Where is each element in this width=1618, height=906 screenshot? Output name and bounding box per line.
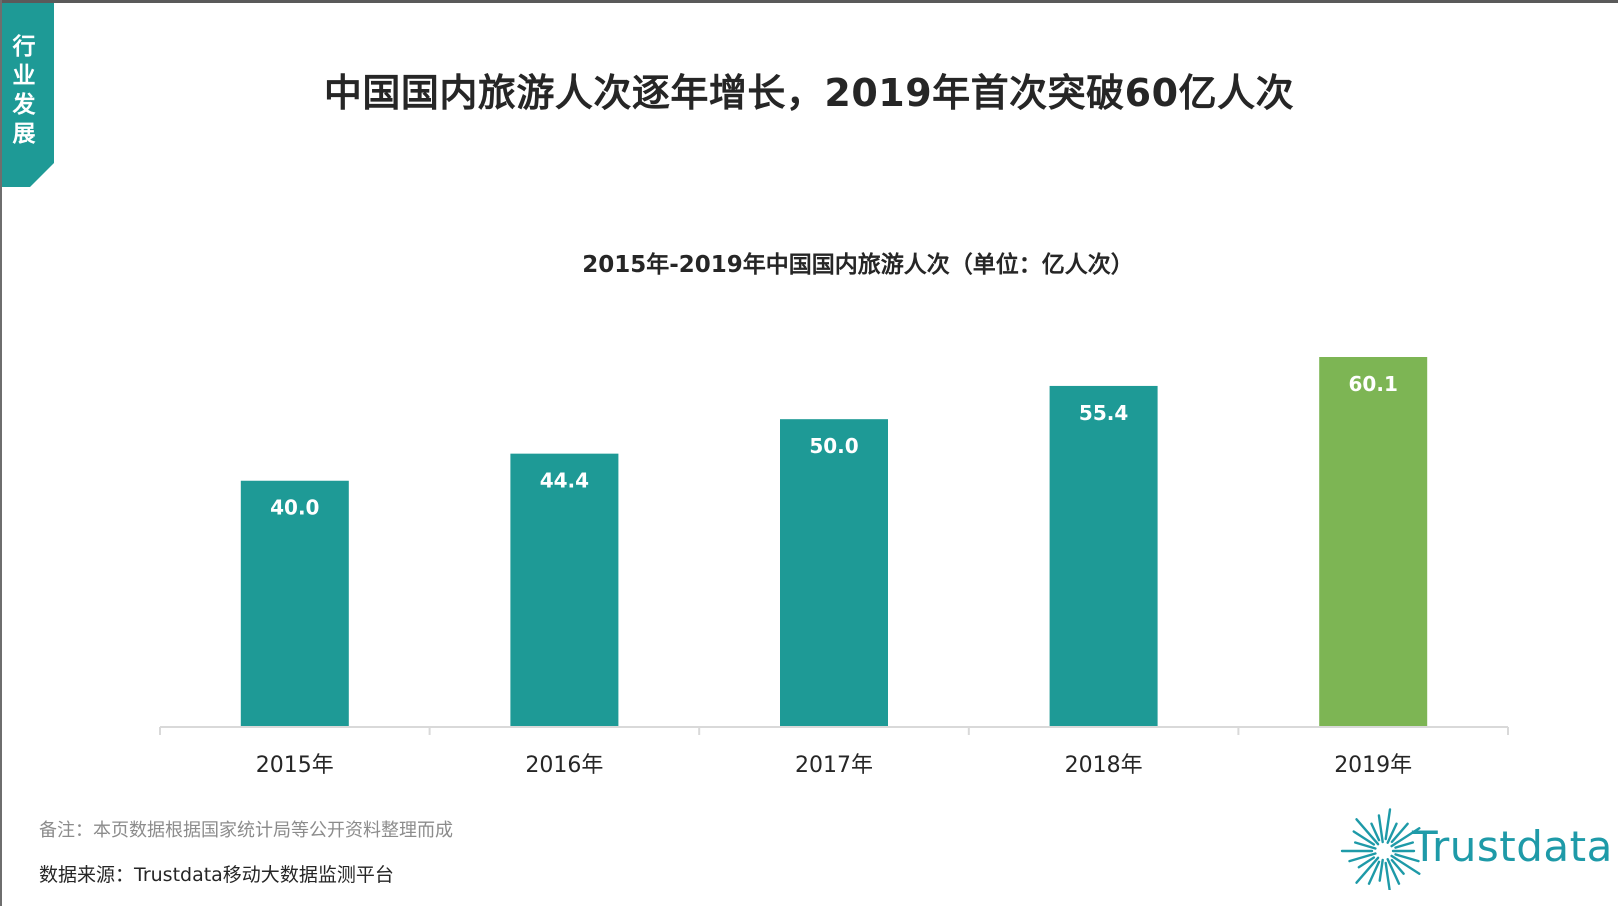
bar-2015年 [240, 480, 349, 727]
data-source: 数据来源：Trustdata移动大数据监测平台 [39, 864, 394, 886]
starburst-ray [1390, 827, 1421, 848]
x-tick-label: 2016年 [525, 753, 603, 778]
starburst-ray [1384, 808, 1392, 841]
bar-2016年 [510, 453, 619, 727]
starburst-ray [1390, 822, 1409, 844]
x-tick-label: 2015年 [256, 753, 334, 778]
starburst-ray [1384, 861, 1391, 890]
section-tab-label: 行业发展 [12, 34, 36, 147]
starburst-ray [1386, 822, 1398, 844]
starburst-ray [1390, 854, 1421, 875]
logo-text: Trustdata [1412, 822, 1613, 871]
starburst-ray [1355, 818, 1380, 846]
starburst-ray [1386, 858, 1401, 885]
footnote: 备注：本页数据根据国家统计局等公开资料整理而成 [39, 820, 453, 841]
section-tab: 行业发展 [2, 3, 54, 189]
starburst-ray [1357, 856, 1376, 869]
top-border [0, 0, 1618, 3]
data-label: 50.0 [809, 434, 858, 458]
starburst-ray [1377, 814, 1384, 844]
data-label: 40.0 [270, 496, 319, 520]
chart-title: 2015年-2019年中国国内旅游人次（单位：亿人次） [582, 251, 1134, 278]
x-tick-label: 2017年 [795, 753, 873, 778]
starburst-ray [1355, 856, 1380, 884]
slide-title: 中国国内旅游人次逐年增长，2019年首次突破60亿人次 [323, 71, 1295, 115]
data-label: 60.1 [1349, 372, 1398, 396]
starburst-ray [1353, 841, 1377, 850]
bar-chart: 2015年-2019年中国国内旅游人次（单位：亿人次） 40.0 2015年 44.… [159, 251, 1509, 778]
trustdata-logo: Trustdata [1340, 808, 1613, 890]
bar-2018年 [1049, 385, 1158, 727]
starburst-ray [1394, 853, 1420, 863]
bar-2017年 [780, 419, 888, 727]
left-border [0, 0, 2, 906]
data-label: 55.4 [1079, 401, 1128, 425]
starburst-icon [1340, 808, 1421, 890]
starburst-ray [1370, 822, 1381, 842]
starburst-ray [1394, 841, 1415, 849]
x-tick-label: 2018年 [1065, 753, 1143, 778]
data-label: 44.4 [540, 469, 589, 493]
starburst-ray [1352, 830, 1376, 846]
starburst-ray [1378, 858, 1384, 882]
starburst-ray [1367, 860, 1381, 885]
x-tick-label: 2019年 [1334, 753, 1412, 778]
bar-2019年 [1319, 357, 1428, 727]
starburst-ray [1390, 858, 1405, 875]
section-tab-shape [2, 3, 54, 187]
starburst-ray [1348, 852, 1377, 863]
